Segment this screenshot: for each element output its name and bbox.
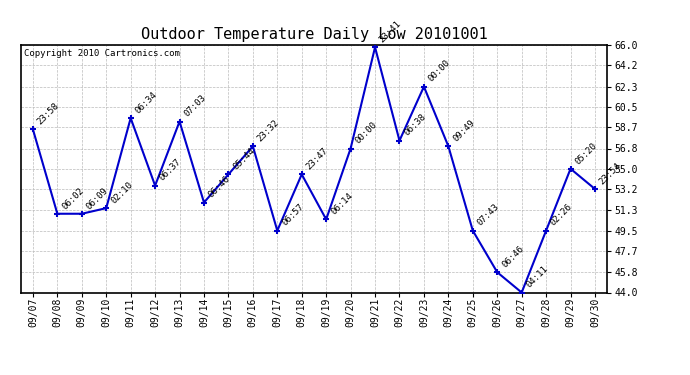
Text: 06:37: 06:37	[158, 158, 184, 183]
Text: 06:57: 06:57	[280, 202, 306, 228]
Text: 23:54: 23:54	[598, 161, 623, 186]
Text: 23:41: 23:41	[378, 19, 403, 45]
Text: 06:38: 06:38	[402, 112, 428, 138]
Text: Copyright 2010 Cartronics.com: Copyright 2010 Cartronics.com	[23, 49, 179, 58]
Text: 07:03: 07:03	[182, 93, 208, 119]
Text: 00:00: 00:00	[353, 120, 379, 146]
Text: 06:02: 06:02	[60, 186, 86, 211]
Text: 23:32: 23:32	[255, 118, 281, 144]
Text: 02:26: 02:26	[549, 202, 574, 228]
Text: 23:47: 23:47	[304, 146, 330, 172]
Text: 09:49: 09:49	[451, 118, 477, 144]
Text: 06:46: 06:46	[207, 174, 232, 200]
Text: 06:46: 06:46	[500, 244, 525, 270]
Text: 06:09: 06:09	[85, 186, 110, 211]
Text: 06:14: 06:14	[329, 191, 354, 217]
Text: 05:44: 05:44	[231, 146, 257, 172]
Text: 23:58: 23:58	[36, 101, 61, 127]
Text: 00:00: 00:00	[426, 58, 452, 84]
Text: 02:10: 02:10	[109, 180, 135, 206]
Text: 06:34: 06:34	[133, 90, 159, 116]
Text: 05:20: 05:20	[573, 141, 599, 166]
Title: Outdoor Temperature Daily Low 20101001: Outdoor Temperature Daily Low 20101001	[141, 27, 487, 42]
Text: 04:11: 04:11	[524, 264, 550, 290]
Text: 07:43: 07:43	[475, 202, 501, 228]
